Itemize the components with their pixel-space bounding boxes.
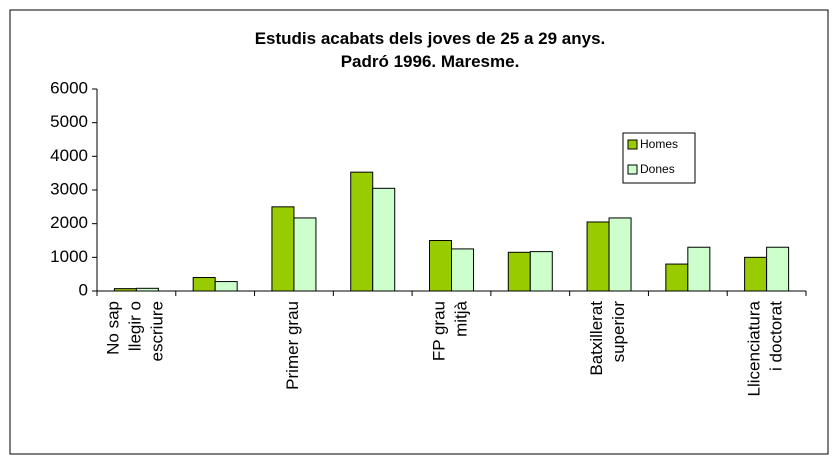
- x-tick-label-group: Primer grau: [283, 301, 302, 390]
- x-tick-label: Llicenciatura i doctorat: [745, 300, 786, 396]
- y-tick-label: 6000: [50, 78, 88, 97]
- bar: [529, 251, 553, 292]
- bar: [744, 256, 768, 292]
- x-tick-label-group: No sap llegir o escriure: [104, 301, 167, 361]
- bar: [687, 246, 711, 292]
- bar: [113, 288, 137, 292]
- legend-swatch: [627, 139, 638, 150]
- x-tick-label: No sap llegir o escriure: [104, 301, 167, 361]
- chart-border: [9, 9, 829, 455]
- bar: [608, 217, 632, 292]
- x-tick-label: Primer grau: [283, 301, 302, 390]
- x-tick-label-group: Batxillerat superior: [588, 301, 629, 376]
- chart-title: Estudis acabats dels joves de 25 a 29 an…: [255, 29, 606, 71]
- bar: [350, 171, 374, 292]
- legend-swatch: [627, 164, 638, 175]
- y-tick-label: 2000: [50, 213, 88, 232]
- bar: [293, 217, 317, 292]
- y-tick-label: 5000: [50, 112, 88, 131]
- bar: [766, 246, 790, 292]
- bar: [586, 221, 610, 292]
- y-tick-label: 1000: [50, 247, 88, 266]
- bar: [372, 187, 396, 292]
- y-tick-label: 4000: [50, 146, 88, 165]
- bar: [451, 248, 474, 292]
- bar: [271, 206, 295, 292]
- bar: [214, 281, 238, 292]
- y-tick-label: 0: [79, 280, 88, 299]
- x-tick-label-group: FP grau mitjà: [430, 300, 471, 361]
- bar: [507, 251, 531, 292]
- bar: [429, 240, 452, 292]
- bar: [665, 263, 689, 292]
- legend-label: Dones: [640, 162, 675, 176]
- bar: [135, 287, 159, 292]
- x-tick-label: Batxillerat superior: [588, 301, 629, 376]
- x-tick-label-group: Llicenciatura i doctorat: [745, 300, 786, 396]
- legend-label: Homes: [640, 137, 678, 151]
- x-tick-label: FP grau mitjà: [430, 300, 471, 361]
- bar: [192, 277, 216, 292]
- y-tick-label: 3000: [50, 179, 88, 198]
